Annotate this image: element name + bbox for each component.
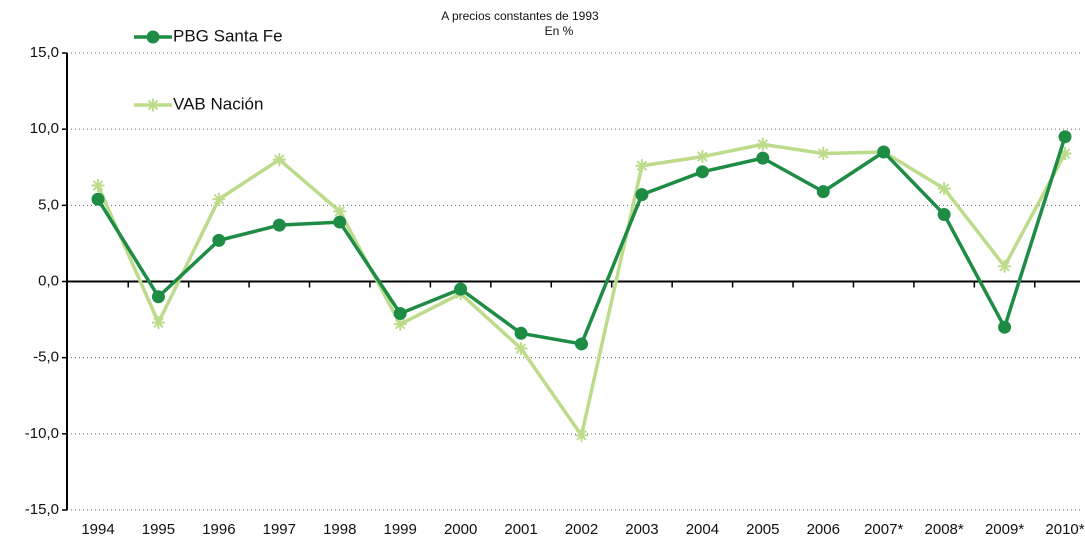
x-tick-label: 1996: [202, 521, 235, 538]
legend-marker: [146, 30, 160, 44]
point: [937, 207, 951, 221]
x-tick-label: 2000: [444, 521, 477, 538]
point: [151, 290, 165, 304]
point: [635, 188, 649, 202]
point: [212, 233, 226, 247]
point: [998, 259, 1012, 273]
x-tick-label: 1997: [263, 521, 296, 538]
point: [454, 282, 468, 296]
series-line: [96, 136, 1067, 346]
x-tick-label: 2007*: [864, 521, 903, 538]
x-tick-label: 1998: [323, 521, 356, 538]
x-tick-label: 2001: [504, 521, 537, 538]
point: [393, 317, 407, 331]
point: [877, 145, 891, 159]
point: [333, 204, 347, 218]
point: [91, 192, 105, 206]
legend-marker: [146, 98, 160, 112]
y-tick-label: 10,0: [30, 120, 59, 137]
point: [695, 150, 709, 164]
point: [333, 215, 347, 229]
x-tick-label: 2004: [686, 521, 719, 538]
point: [998, 320, 1012, 334]
x-tick-label: 1994: [81, 521, 114, 538]
x-tick-label: 1999: [384, 521, 417, 538]
point: [575, 428, 588, 442]
point: [937, 182, 951, 196]
point: [575, 337, 588, 351]
x-tick-label: 2010*: [1045, 521, 1084, 538]
x-tick-label: 2003: [625, 521, 658, 538]
legend-label: VAB Nación: [173, 94, 263, 113]
point: [151, 316, 165, 330]
point: [816, 147, 830, 161]
y-tick-label: 5,0: [38, 196, 59, 213]
y-tick-label: -10,0: [25, 425, 59, 442]
y-tick-label: 0,0: [38, 272, 59, 289]
point: [1058, 147, 1072, 161]
point: [816, 185, 830, 199]
point: [514, 342, 528, 356]
x-tick-label: 2002: [565, 521, 598, 538]
x-tick-label: 2006: [807, 521, 840, 538]
point: [1058, 130, 1072, 144]
x-tick-label: 2005: [746, 521, 779, 538]
point: [514, 326, 528, 340]
point: [393, 306, 407, 320]
point: [756, 151, 770, 165]
point: [756, 137, 770, 151]
x-tick-label: 1995: [142, 521, 175, 538]
point: [695, 165, 709, 179]
legend-label: PBG Santa Fe: [173, 26, 283, 45]
y-tick-label: -15,0: [25, 501, 59, 518]
y-tick-label: 15,0: [30, 44, 59, 61]
point: [635, 159, 649, 173]
y-tick-label: -5,0: [33, 349, 59, 366]
point: [272, 218, 286, 232]
x-tick-label: 2008*: [925, 521, 964, 538]
x-tick-label: 2009*: [985, 521, 1024, 538]
point: [212, 192, 226, 206]
chart-title: A precios constantes de 1993: [441, 9, 599, 23]
point: [272, 153, 286, 167]
point: [91, 179, 105, 193]
chart-subtitle: En %: [545, 24, 574, 38]
